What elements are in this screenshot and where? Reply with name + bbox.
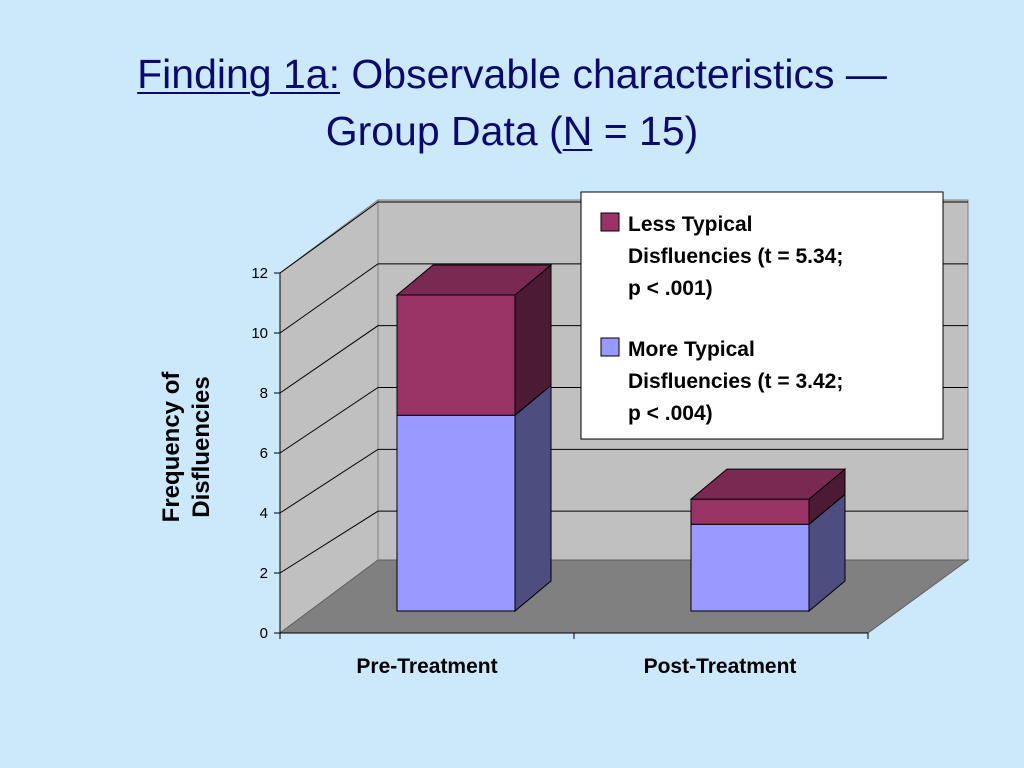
legend-entry-text: p < .004) xyxy=(628,402,713,425)
y-axis-ticks: 0 2 4 6 8 10 12 xyxy=(251,265,280,642)
title-line-1: Finding 1a: Observable characteristics — xyxy=(40,46,984,103)
legend-entry-text: More Typical xyxy=(628,338,755,361)
slide-title: Finding 1a: Observable characteristics —… xyxy=(40,46,984,160)
x-category-label: Post-Treatment xyxy=(644,655,797,678)
title-line-1-text: Observable characteristics — xyxy=(340,51,887,97)
chart-bars xyxy=(395,263,847,613)
y-tick-label: 0 xyxy=(260,625,268,642)
y-tick-label: 6 xyxy=(260,445,268,462)
y-axis-label: Frequency of Disfluencies xyxy=(158,371,215,523)
legend-swatch xyxy=(600,337,620,357)
bar-top xyxy=(395,264,553,296)
side-wall xyxy=(279,199,379,634)
x-category-label: Pre-Treatment xyxy=(356,655,497,678)
y-tick-label: 2 xyxy=(260,565,268,582)
bar-front-more-typical xyxy=(396,414,516,612)
title-line-2-end: = 15) xyxy=(592,108,699,154)
legend-entry-text: p < .001) xyxy=(628,277,713,300)
bar-side-more-typical xyxy=(514,384,552,613)
bar-front-more-typical xyxy=(690,523,810,612)
bar-front-less-typical xyxy=(396,294,516,416)
chart-legend: Less Typical Disfluencies (t = 5.34; p < .… xyxy=(580,191,944,440)
title-finding-label: Finding 1a: xyxy=(137,51,340,97)
y-tick-label: 8 xyxy=(260,385,268,402)
title-line-2: Group Data (N = 15) xyxy=(40,103,984,160)
y-tick-label: 4 xyxy=(260,505,268,522)
y-tick-label: 12 xyxy=(251,265,268,282)
floor xyxy=(278,559,970,634)
legend-swatch xyxy=(600,212,620,232)
legend-entry-text: Less Typical xyxy=(628,213,753,236)
bar-front-less-typical xyxy=(690,498,810,525)
bar-top xyxy=(689,468,847,500)
y-axis-label-line: Disfluencies xyxy=(188,376,215,517)
gridline xyxy=(279,448,968,514)
title-line-2-start: Group Data ( xyxy=(325,108,563,154)
legend-entry-text: Disfluencies (t = 5.34; xyxy=(628,245,843,268)
y-axis-label-line: Frequency of xyxy=(158,371,185,523)
y-tick-label: 10 xyxy=(251,325,268,342)
legend-box xyxy=(580,191,944,440)
legend-entry-text: Disfluencies (t = 3.42; xyxy=(628,370,843,393)
x-axis-categories: Pre-Treatment Post-Treatment xyxy=(356,655,796,678)
title-n-symbol: N xyxy=(562,108,593,154)
